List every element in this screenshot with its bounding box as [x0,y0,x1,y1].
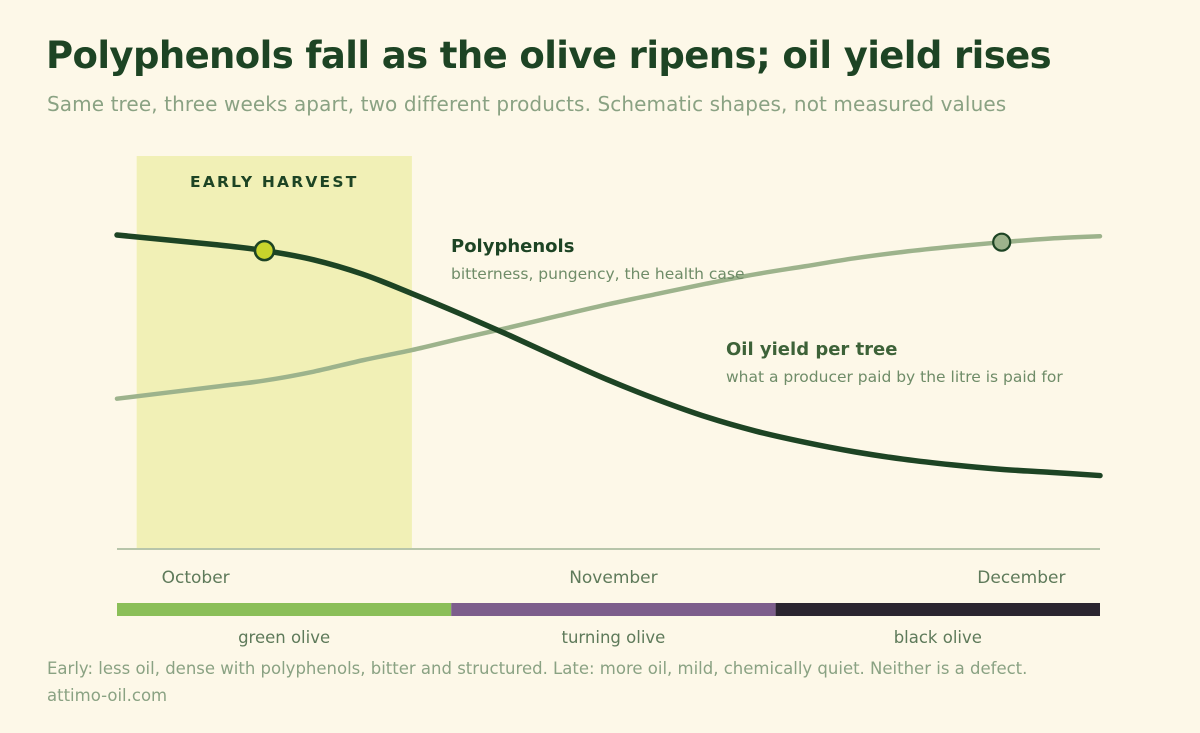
x-tick-label-december: December [977,568,1065,588]
phase-label-green-olive: green olive [238,628,330,647]
polyphenols-series-note: bitterness, pungency, the health case [451,265,745,283]
early-harvest-label: EARLY HARVEST [190,173,358,191]
x-tick-label-november: November [569,568,657,588]
phase-bar-green-olive [117,603,452,616]
footnote: Early: less oil, dense with polyphenols,… [47,659,1028,678]
polyphenols-line [114,232,1103,479]
oil-yield-series-label: Oil yield per tree [726,339,897,360]
phase-bar-black-olive [775,603,1100,616]
chart-subtitle: Same tree, three weeks apart, two differ… [47,92,1007,116]
polyphenols-highlight-point [253,239,276,262]
chart-title: Polyphenols fall as the olive ripens; oi… [46,34,1052,77]
early-harvest-band [136,156,412,549]
x-tick-label-october: October [162,568,230,588]
oil-yield-line [114,233,1103,401]
oil-yield-highlight-point [992,232,1012,252]
oil-yield-series-note: what a producer paid by the litre is pai… [726,368,1063,386]
polyphenols-series-label: Polyphenols [451,236,574,257]
phase-bar-turning-olive [451,603,776,616]
phase-label-turning-olive: turning olive [562,628,666,647]
source-credit: attimo-oil.com [47,686,168,705]
phase-label-black-olive: black olive [894,628,982,647]
